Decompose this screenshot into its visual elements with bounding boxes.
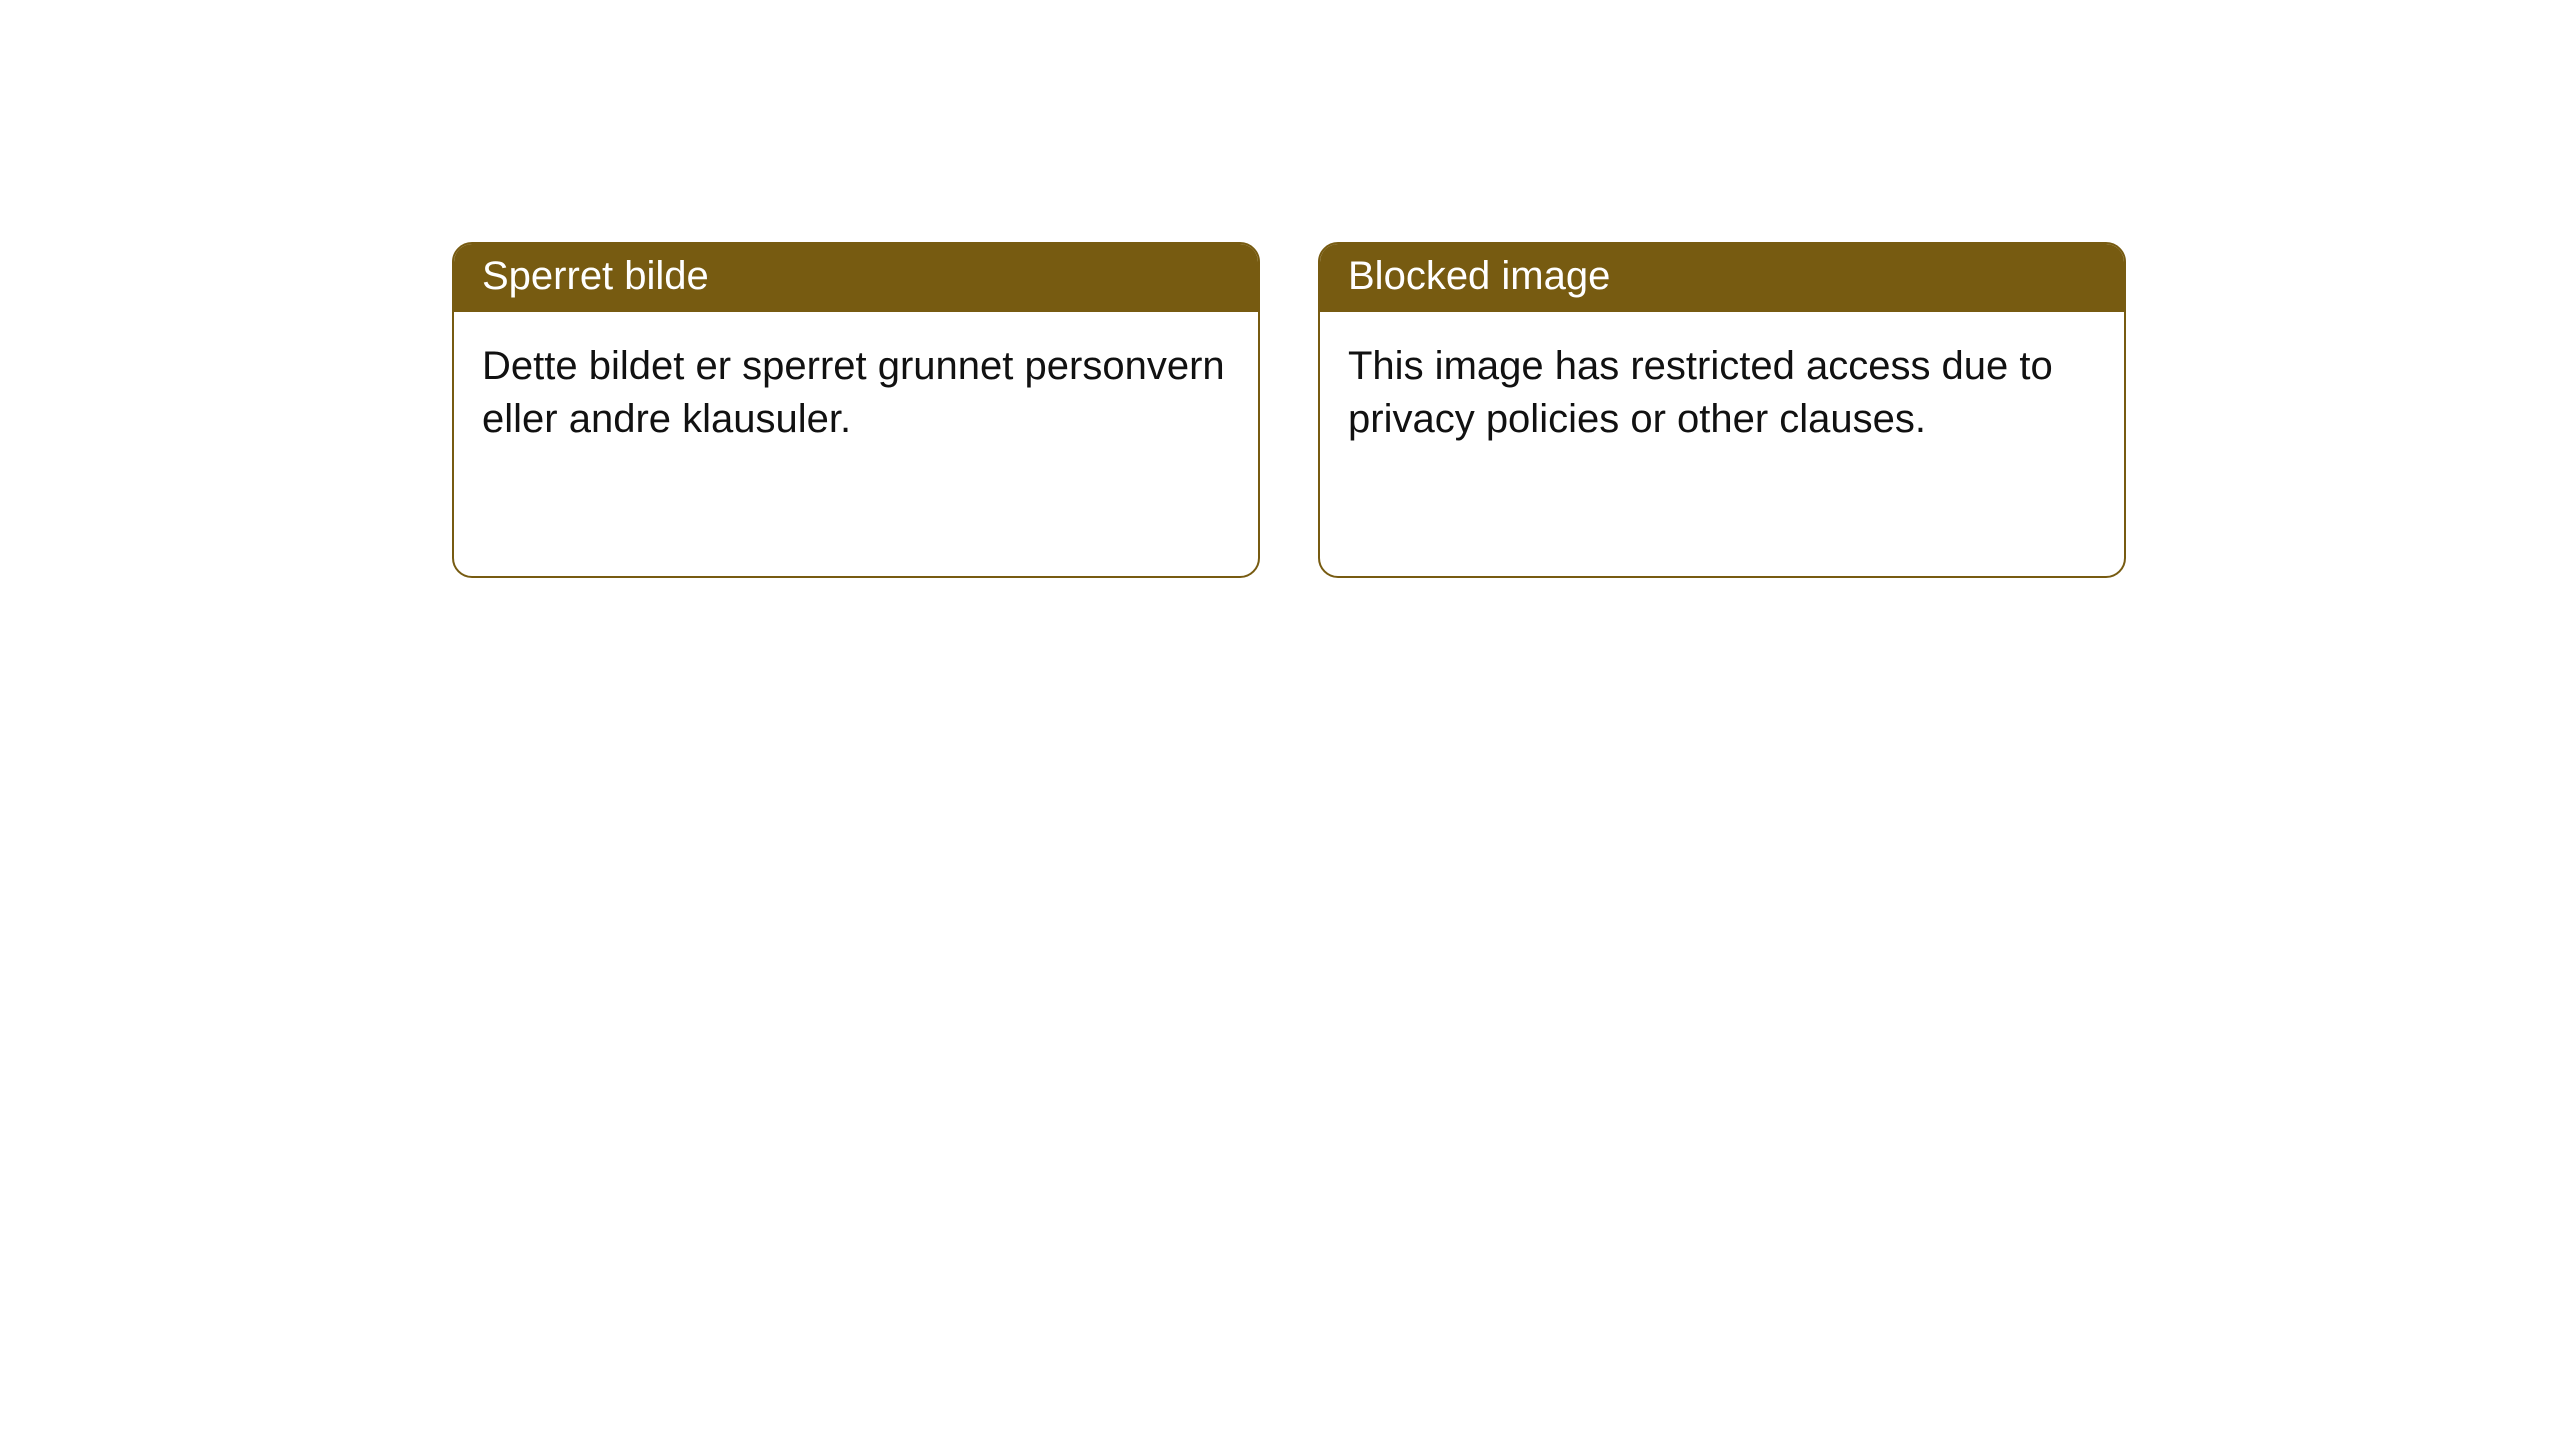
notice-title: Blocked image xyxy=(1320,244,2124,312)
notice-body: This image has restricted access due to … xyxy=(1320,312,2124,466)
notice-container: Sperret bilde Dette bildet er sperret gr… xyxy=(0,0,2560,578)
notice-body: Dette bildet er sperret grunnet personve… xyxy=(454,312,1258,466)
notice-title: Sperret bilde xyxy=(454,244,1258,312)
notice-card-english: Blocked image This image has restricted … xyxy=(1318,242,2126,578)
notice-card-norwegian: Sperret bilde Dette bildet er sperret gr… xyxy=(452,242,1260,578)
